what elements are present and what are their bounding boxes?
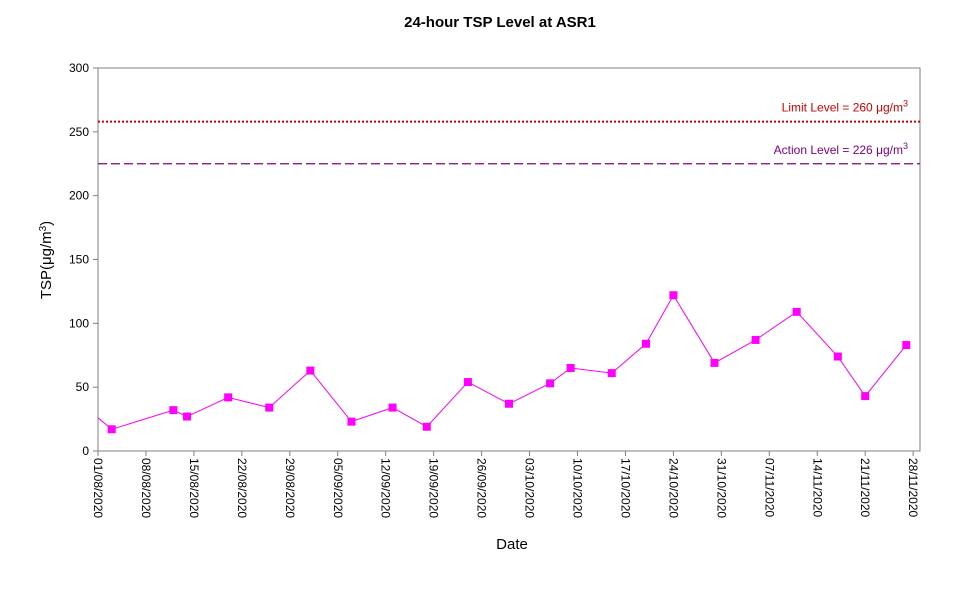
y-tick-label-1: 50 bbox=[76, 380, 90, 394]
x-tick-label-5: 05/09/2020 bbox=[331, 458, 345, 518]
x-axis-label: Date bbox=[496, 536, 528, 553]
data-point-9 bbox=[463, 378, 472, 387]
data-point-5 bbox=[306, 366, 315, 375]
data-point-20 bbox=[861, 392, 870, 401]
series-group bbox=[97, 291, 911, 434]
x-tick-label-13: 31/10/2020 bbox=[714, 458, 728, 518]
data-point-11 bbox=[546, 379, 555, 388]
y-tick-label-5: 250 bbox=[69, 125, 89, 139]
y-tick-label-3: 150 bbox=[69, 253, 89, 267]
data-point-1 bbox=[169, 406, 178, 415]
reference-line-label-1: Action Level = 226 μg/m3 bbox=[774, 141, 908, 157]
y-tick-label-2: 100 bbox=[69, 316, 89, 330]
y-axis-label-suffix: ) bbox=[38, 221, 55, 226]
x-tick-label-16: 21/11/2020 bbox=[858, 458, 872, 517]
reference-line-label-unit-0: μg/m bbox=[876, 101, 903, 115]
x-tick-label-14: 07/11/2020 bbox=[762, 458, 776, 517]
data-point-12 bbox=[566, 364, 575, 373]
data-point-8 bbox=[422, 422, 431, 431]
data-point-14 bbox=[642, 339, 650, 348]
x-tick-label-7: 19/09/2020 bbox=[427, 458, 441, 518]
data-point-16 bbox=[710, 358, 719, 367]
y-tick-label-6: 300 bbox=[69, 61, 89, 75]
x-tick-label-3: 22/08/2020 bbox=[235, 458, 249, 518]
y-axis: 0 50 100 150 200 250 300 bbox=[69, 61, 98, 458]
y-tick-label-4: 200 bbox=[69, 189, 89, 203]
x-tick-label-12: 24/10/2020 bbox=[666, 458, 680, 518]
data-point-15 bbox=[669, 291, 678, 300]
data-point-18 bbox=[792, 307, 801, 316]
y-axis-label-sup: 3 bbox=[38, 225, 49, 231]
data-point-0 bbox=[107, 425, 116, 434]
y-tick-label-0: 0 bbox=[82, 444, 89, 458]
data-point-6 bbox=[347, 417, 356, 426]
data-point-13 bbox=[607, 369, 616, 378]
data-point-3 bbox=[224, 393, 233, 402]
x-tick-label-15: 14/11/2020 bbox=[810, 458, 824, 517]
data-point-7 bbox=[388, 403, 397, 412]
x-tick-label-10: 10/10/2020 bbox=[571, 458, 585, 518]
x-tick-label-4: 29/08/2020 bbox=[283, 458, 297, 518]
x-tick-label-1: 08/08/2020 bbox=[139, 458, 153, 518]
reference-line-label-prefix-0: Limit Level = 260 bbox=[782, 101, 876, 115]
data-point-4 bbox=[265, 403, 274, 412]
data-point-17 bbox=[751, 335, 760, 344]
series-line-0 bbox=[111, 294, 907, 430]
data-point-10 bbox=[505, 399, 513, 408]
chart-title: 24-hour TSP Level at ASR1 bbox=[404, 14, 596, 31]
reference-line-label-sup-0: 3 bbox=[903, 99, 908, 109]
x-tick-label-8: 26/09/2020 bbox=[475, 458, 489, 518]
reference-line-label-unit-1: μg/m bbox=[876, 143, 903, 157]
x-tick-label-9: 03/10/2020 bbox=[523, 458, 537, 518]
reference-line-label-0: Limit Level = 260 μg/m3 bbox=[782, 99, 908, 115]
plot-frame bbox=[97, 67, 921, 452]
x-tick-label-0: 01/08/2020 bbox=[91, 458, 105, 518]
x-tick-label-2: 15/08/2020 bbox=[187, 458, 201, 518]
reference-line-label-sup-1: 3 bbox=[903, 141, 908, 151]
reference-line-label-prefix-1: Action Level = 226 bbox=[774, 143, 876, 157]
y-axis-label: TSP(μg/m3) bbox=[38, 221, 56, 299]
x-tick-label-6: 12/09/2020 bbox=[379, 458, 393, 518]
x-axis: 01/08/2020 08/08/2020 15/08/2020 22/08/2020… bbox=[91, 451, 920, 518]
y-axis-label-unit: μg/m bbox=[38, 231, 55, 265]
y-axis-label-prefix: TSP( bbox=[38, 265, 55, 299]
data-point-19 bbox=[833, 352, 842, 361]
data-point-2 bbox=[183, 412, 192, 421]
x-tick-label-17: 28/11/2020 bbox=[906, 458, 920, 517]
data-point-21 bbox=[902, 341, 911, 350]
x-tick-label-11: 17/10/2020 bbox=[618, 458, 632, 518]
